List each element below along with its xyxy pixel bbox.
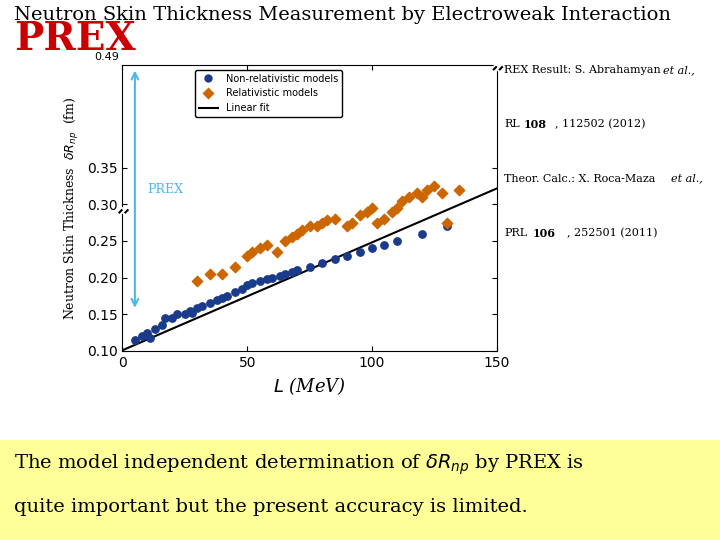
Text: , 112502 (2012): , 112502 (2012) (554, 119, 645, 130)
Point (379, 214, 390, 223)
Text: PREX: PREX (148, 183, 184, 196)
Point (186, 308, 198, 317)
Point (361, 207, 373, 216)
Point (396, 196, 408, 205)
Point (391, 204, 402, 212)
Point (404, 193, 415, 201)
Point (354, 211, 365, 220)
Point (321, 216, 333, 225)
Point (204, 299, 215, 308)
Point (274, 272, 285, 280)
Legend: Non-relativistic models, Relativistic models, Linear fit: Non-relativistic models, Relativistic mo… (194, 70, 342, 117)
Point (266, 273, 278, 282)
Text: PREX: PREX (14, 21, 136, 58)
Point (137, 332, 148, 341)
Point (292, 266, 303, 275)
Text: Theor. Calc.: X. Roca-Maza: Theor. Calc.: X. Roca-Maza (504, 174, 659, 184)
Point (159, 314, 171, 322)
Text: 106: 106 (533, 228, 556, 239)
Point (254, 277, 266, 286)
Point (287, 233, 298, 241)
Point (271, 248, 283, 256)
Point (416, 230, 428, 238)
Text: 0.49: 0.49 (94, 52, 119, 62)
Point (411, 189, 423, 198)
Point (346, 218, 358, 227)
Point (246, 279, 258, 288)
Point (184, 306, 196, 315)
Point (304, 262, 315, 271)
Point (421, 185, 433, 194)
Point (254, 244, 266, 253)
Point (311, 222, 323, 231)
Point (149, 325, 161, 333)
Point (428, 181, 440, 190)
Point (341, 251, 353, 260)
Point (354, 248, 365, 256)
Point (366, 244, 378, 253)
Text: REX Result: S. Abrahamyan: REX Result: S. Abrahamyan (504, 65, 665, 75)
Point (192, 277, 203, 286)
Point (386, 207, 397, 216)
Point (329, 255, 341, 264)
Point (329, 214, 341, 223)
Point (222, 292, 233, 300)
Point (436, 189, 448, 198)
Text: 108: 108 (523, 119, 546, 130)
Point (236, 284, 248, 293)
Point (229, 288, 240, 296)
Point (391, 237, 402, 245)
Point (279, 269, 290, 278)
Point (204, 269, 215, 278)
Point (279, 237, 290, 245)
Text: , 252501 (2011): , 252501 (2011) (567, 228, 657, 239)
Text: quite important but the present accuracy is limited.: quite important but the present accuracy… (14, 498, 528, 516)
Text: $\delta R_{np}$=0.101+0.00147L: $\delta R_{np}$=0.101+0.00147L (197, 106, 312, 121)
Y-axis label: Neutron Skin Thickness  $\delta R_{np}$  (fm): Neutron Skin Thickness $\delta R_{np}$ (… (63, 96, 81, 320)
Point (297, 226, 308, 234)
Point (179, 310, 191, 319)
Point (166, 314, 178, 322)
Point (261, 275, 273, 284)
Point (292, 230, 303, 238)
Text: et al.,: et al., (671, 174, 703, 184)
Point (217, 269, 228, 278)
Point (156, 321, 168, 329)
Point (441, 218, 453, 227)
Point (144, 334, 156, 342)
Text: et al.,: et al., (662, 65, 695, 75)
Point (241, 281, 253, 289)
Point (341, 222, 353, 231)
Point (261, 240, 273, 249)
Point (229, 262, 240, 271)
Point (416, 193, 428, 201)
X-axis label: $L$ (MeV): $L$ (MeV) (273, 375, 346, 397)
Point (129, 336, 140, 345)
Point (217, 294, 228, 302)
Text: PRL: PRL (504, 228, 527, 238)
Point (441, 222, 453, 231)
Point (316, 218, 328, 227)
Point (241, 251, 253, 260)
Point (454, 185, 465, 194)
Point (212, 295, 223, 304)
Text: Neutron Skin Thickness Measurement by Electroweak Interaction: Neutron Skin Thickness Measurement by El… (14, 6, 671, 24)
Text: RL: RL (504, 119, 520, 129)
Point (142, 328, 153, 337)
Point (192, 304, 203, 313)
Point (304, 222, 315, 231)
Point (379, 240, 390, 249)
Text: The model independent determination of $\delta R_{np}$ by PREX is: The model independent determination of $… (14, 452, 585, 477)
Point (197, 301, 208, 310)
Point (372, 218, 383, 227)
Point (366, 204, 378, 212)
Point (246, 248, 258, 256)
Point (316, 259, 328, 267)
Point (287, 267, 298, 276)
Point (171, 310, 183, 319)
